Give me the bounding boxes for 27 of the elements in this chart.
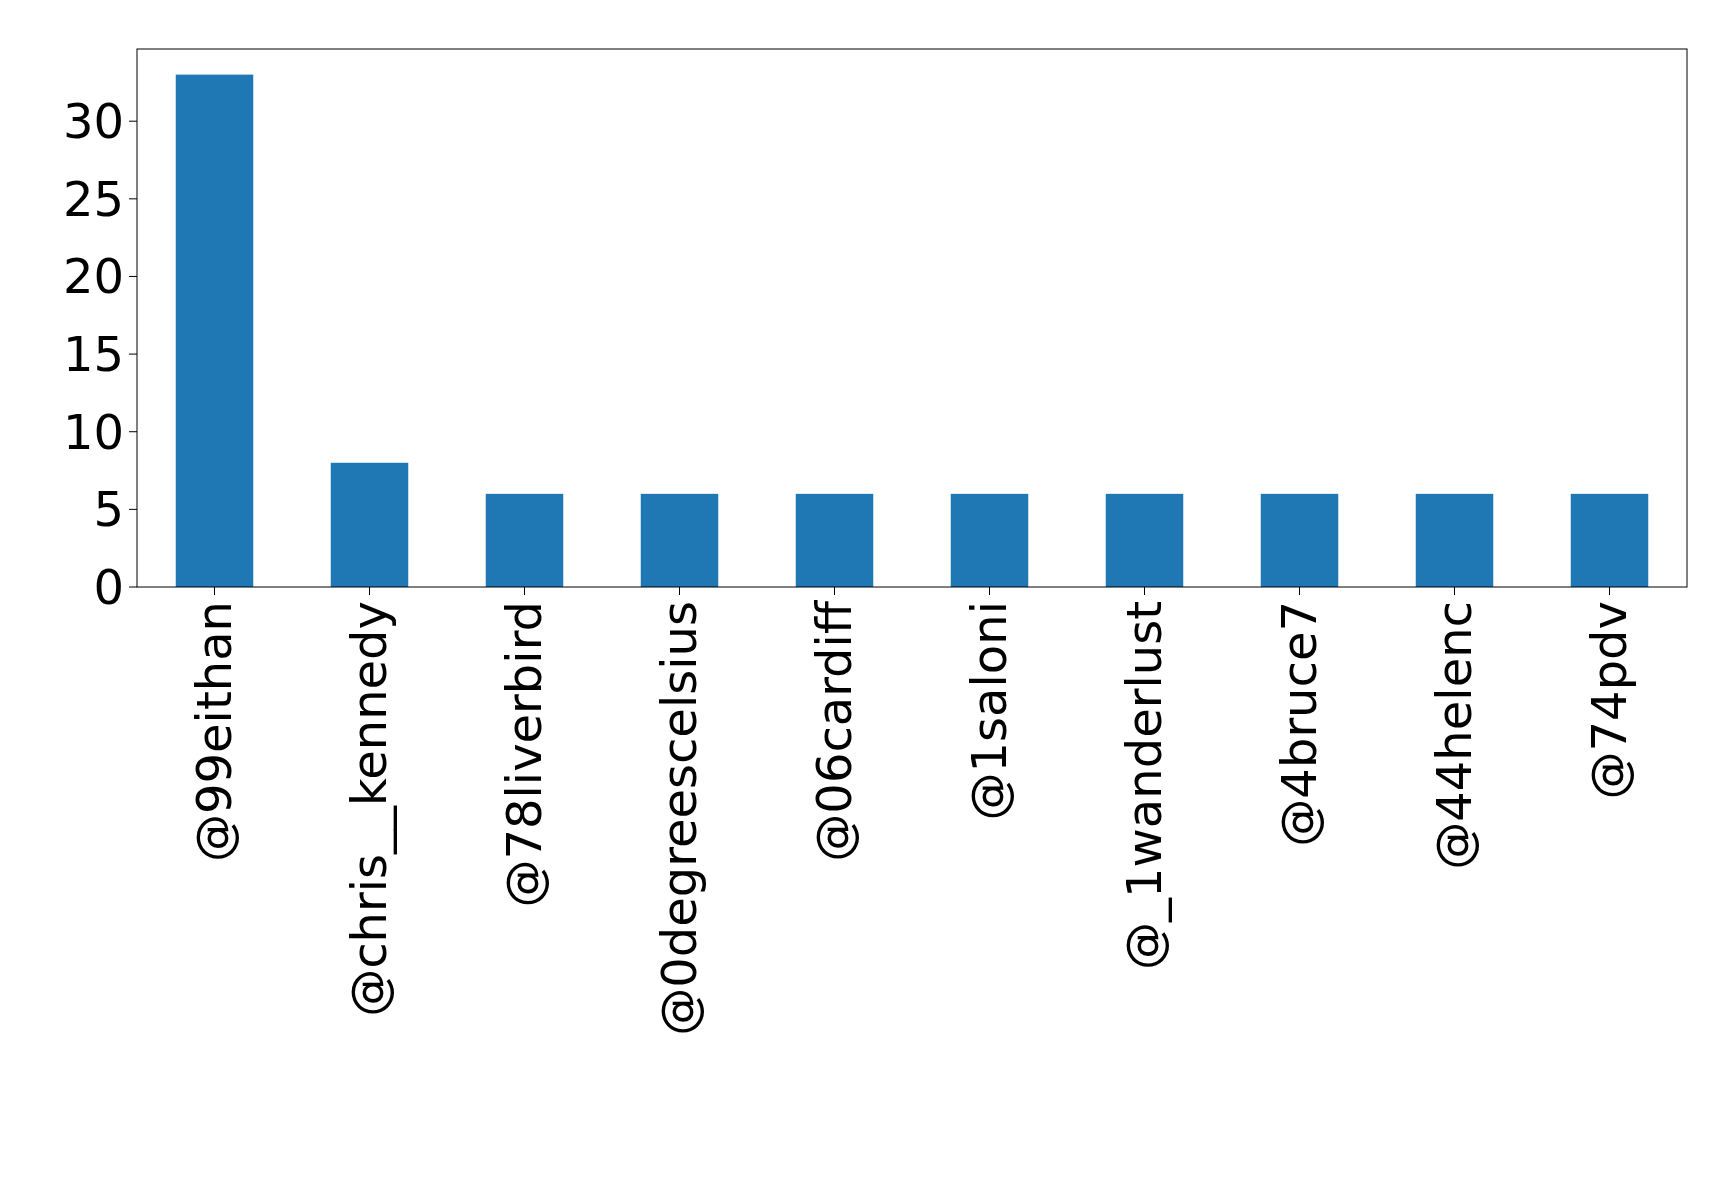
x-tick-label: @74pdv bbox=[1581, 601, 1638, 800]
y-tick-label: 15 bbox=[62, 325, 124, 382]
bar bbox=[795, 493, 874, 587]
x-tick-label: @chris__kennedy bbox=[341, 601, 398, 1017]
y-tick-label: 25 bbox=[62, 170, 124, 227]
x-tick-label: @1saloni bbox=[961, 601, 1018, 821]
bar bbox=[950, 493, 1029, 587]
bar bbox=[175, 74, 254, 587]
y-tick-label: 20 bbox=[62, 248, 124, 305]
x-tick-label: @44helenc bbox=[1426, 601, 1483, 870]
x-tick-label: @06cardiff bbox=[806, 600, 863, 862]
bar bbox=[330, 462, 409, 587]
bar bbox=[1105, 493, 1184, 587]
y-tick-label: 30 bbox=[62, 93, 124, 149]
x-tick-label: @78liverbird bbox=[496, 601, 553, 908]
bar bbox=[640, 493, 719, 587]
x-tick-label: @4bruce7 bbox=[1271, 601, 1328, 847]
bar bbox=[1260, 493, 1339, 587]
x-tick-label: @_1wanderlust bbox=[1116, 601, 1173, 970]
x-tick-label: @99eithan bbox=[186, 601, 243, 863]
bar bbox=[1415, 493, 1494, 587]
y-tick-label: 10 bbox=[62, 403, 124, 460]
bar bbox=[1570, 493, 1649, 587]
x-tick-label: @0degreescelsius bbox=[651, 601, 708, 1036]
bar bbox=[485, 493, 564, 587]
y-tick-label: 5 bbox=[93, 481, 124, 538]
y-tick-label: 0 bbox=[93, 558, 124, 615]
